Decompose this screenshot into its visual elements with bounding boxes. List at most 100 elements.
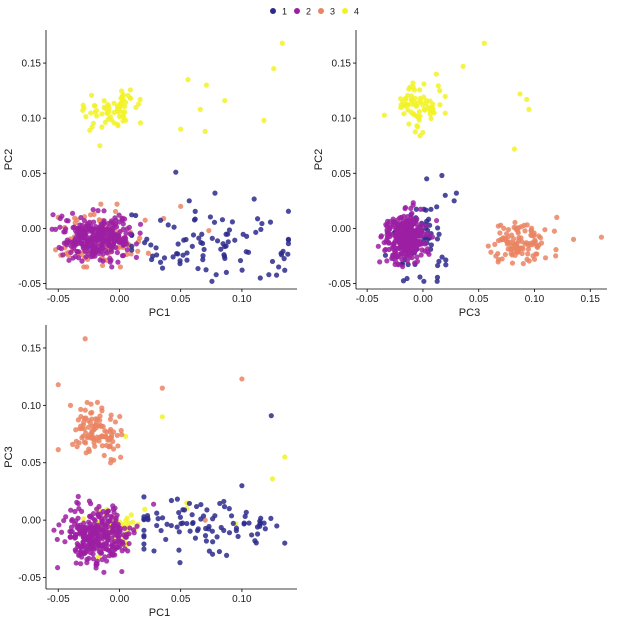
point-cluster-1 bbox=[177, 560, 183, 566]
point-cluster-2 bbox=[91, 219, 97, 225]
point-cluster-1 bbox=[174, 496, 180, 502]
point-cluster-3 bbox=[92, 423, 98, 429]
point-cluster-2 bbox=[119, 548, 125, 554]
point-cluster-3 bbox=[83, 450, 89, 456]
point-cluster-3 bbox=[103, 442, 110, 449]
point-cluster-1 bbox=[239, 267, 245, 273]
point-cluster-2 bbox=[407, 254, 413, 260]
point-cluster-3 bbox=[88, 410, 94, 416]
point-cluster-2 bbox=[137, 230, 143, 236]
point-cluster-1 bbox=[213, 272, 219, 278]
point-cluster-1 bbox=[129, 243, 135, 249]
point-cluster-4 bbox=[401, 111, 407, 117]
point-cluster-4 bbox=[142, 506, 148, 512]
y-axis-title: PC2 bbox=[3, 149, 15, 170]
point-cluster-1 bbox=[158, 527, 164, 534]
point-cluster-1 bbox=[258, 515, 264, 521]
point-cluster-1 bbox=[221, 498, 227, 505]
point-cluster-1 bbox=[180, 520, 186, 526]
point-cluster-3 bbox=[110, 446, 117, 452]
y-tick-label: 0.05 bbox=[332, 169, 352, 180]
point-cluster-4 bbox=[279, 40, 285, 46]
point-cluster-3 bbox=[522, 228, 528, 234]
points-layer bbox=[49, 40, 292, 284]
legend-label-1: 1 bbox=[282, 7, 287, 17]
point-cluster-1 bbox=[434, 204, 440, 210]
x-axis-title: PC3 bbox=[459, 307, 480, 319]
point-cluster-1 bbox=[266, 272, 272, 278]
point-cluster-3 bbox=[521, 222, 527, 228]
point-cluster-1 bbox=[223, 269, 229, 275]
point-cluster-1 bbox=[223, 231, 229, 237]
point-cluster-3 bbox=[514, 240, 520, 246]
point-cluster-2 bbox=[54, 536, 60, 543]
point-cluster-4 bbox=[122, 109, 128, 115]
point-cluster-2 bbox=[419, 222, 425, 228]
point-cluster-4 bbox=[406, 121, 412, 127]
y-tick-label: 0.00 bbox=[22, 516, 42, 527]
point-cluster-1 bbox=[285, 251, 291, 257]
point-cluster-1 bbox=[149, 256, 155, 263]
point-cluster-1 bbox=[282, 540, 288, 546]
point-cluster-2 bbox=[101, 534, 107, 540]
point-cluster-4 bbox=[405, 107, 411, 113]
point-cluster-3 bbox=[87, 420, 93, 426]
point-cluster-2 bbox=[101, 569, 107, 575]
point-cluster-2 bbox=[406, 250, 412, 256]
point-cluster-2 bbox=[400, 242, 407, 248]
point-cluster-3 bbox=[553, 253, 559, 259]
point-cluster-1 bbox=[269, 258, 276, 265]
x-tick-label: 0.10 bbox=[232, 594, 252, 605]
point-cluster-1 bbox=[173, 169, 179, 175]
point-cluster-1 bbox=[436, 258, 442, 264]
point-cluster-4 bbox=[90, 120, 97, 126]
point-cluster-2 bbox=[126, 531, 132, 537]
point-cluster-2 bbox=[375, 243, 381, 249]
point-cluster-1 bbox=[176, 529, 182, 535]
point-cluster-1 bbox=[413, 206, 419, 212]
point-cluster-3 bbox=[497, 230, 503, 236]
point-cluster-3 bbox=[502, 251, 508, 258]
point-cluster-4 bbox=[428, 115, 434, 122]
point-cluster-4 bbox=[111, 109, 117, 115]
point-cluster-2 bbox=[404, 213, 411, 220]
point-cluster-2 bbox=[394, 254, 400, 260]
point-cluster-1 bbox=[191, 217, 198, 223]
point-cluster-4 bbox=[137, 120, 144, 126]
point-cluster-1 bbox=[159, 515, 166, 521]
point-cluster-2 bbox=[112, 527, 119, 534]
point-cluster-3 bbox=[82, 407, 88, 413]
point-cluster-1 bbox=[184, 257, 190, 263]
point-cluster-4 bbox=[203, 82, 209, 88]
point-cluster-1 bbox=[228, 513, 235, 519]
point-cluster-3 bbox=[553, 247, 559, 253]
point-cluster-2 bbox=[58, 529, 65, 535]
point-cluster-1 bbox=[276, 264, 282, 270]
point-cluster-2 bbox=[78, 241, 85, 247]
point-cluster-2 bbox=[414, 229, 421, 235]
point-cluster-3 bbox=[523, 240, 529, 246]
point-cluster-1 bbox=[199, 231, 205, 237]
point-cluster-1 bbox=[278, 250, 284, 256]
point-cluster-2 bbox=[65, 218, 71, 224]
point-cluster-2 bbox=[87, 521, 93, 527]
point-cluster-1 bbox=[254, 531, 261, 537]
point-cluster-1 bbox=[249, 532, 255, 538]
point-cluster-1 bbox=[212, 190, 218, 196]
y-tick-label: 0.10 bbox=[332, 114, 352, 125]
point-cluster-2 bbox=[72, 508, 78, 515]
point-cluster-2 bbox=[418, 252, 424, 258]
point-cluster-3 bbox=[99, 443, 106, 449]
point-cluster-4 bbox=[111, 100, 117, 106]
point-cluster-2 bbox=[86, 243, 92, 249]
point-cluster-3 bbox=[99, 433, 105, 439]
point-cluster-4 bbox=[197, 106, 203, 112]
point-cluster-1 bbox=[184, 250, 190, 256]
x-axis-title: PC1 bbox=[149, 607, 170, 619]
point-cluster-2 bbox=[105, 508, 111, 514]
point-cluster-4 bbox=[417, 95, 423, 102]
point-cluster-1 bbox=[211, 219, 218, 225]
point-cluster-2 bbox=[101, 221, 107, 227]
point-cluster-4 bbox=[417, 133, 423, 139]
point-cluster-3 bbox=[530, 253, 536, 259]
